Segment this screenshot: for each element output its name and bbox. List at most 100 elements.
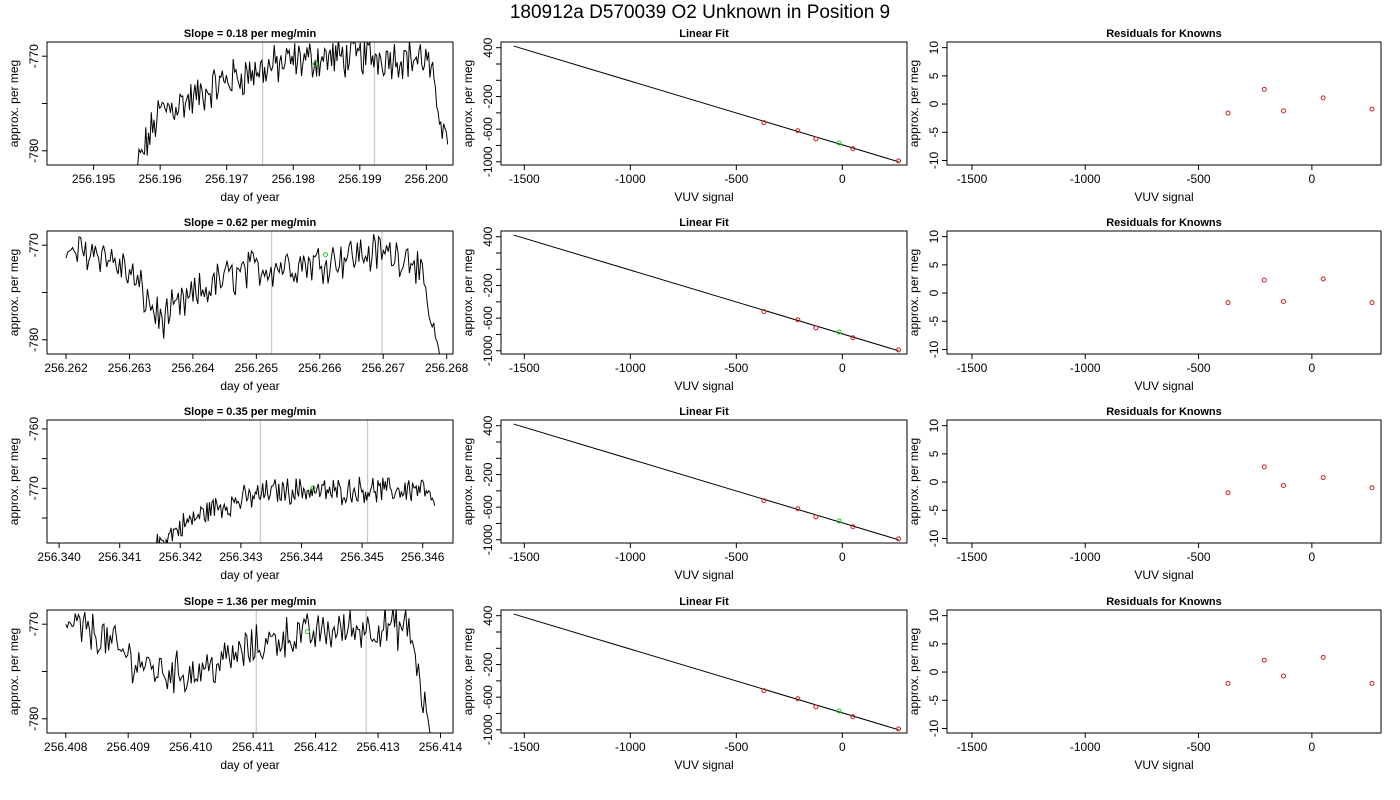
y-tick-label: 5 <box>927 640 941 647</box>
known-point-marker <box>896 726 902 732</box>
chart-title: Linear Fit <box>679 596 729 608</box>
y-tick-label: 10 <box>927 230 941 244</box>
chart-panel-r3-timeseries: Slope = 0.35 per meg/min 256.340 256.341 25… <box>7 406 454 582</box>
x-tick-label: 256.344 <box>280 550 324 564</box>
y-tick-label: 5 <box>927 72 941 79</box>
y-tick-label: -200 <box>481 84 495 108</box>
data-series-line <box>65 233 440 354</box>
y-tick-label: -780 <box>27 706 41 730</box>
x-tick-label: -1000 <box>615 172 646 186</box>
y-tick-label: 0 <box>927 478 941 485</box>
unknown-point-marker <box>836 518 842 524</box>
x-tick-label: 0 <box>1309 740 1316 754</box>
y-axis-label: approx. per meg <box>7 438 21 525</box>
plot-frame <box>946 419 1382 544</box>
x-tick-label: -500 <box>1187 740 1211 754</box>
known-point-marker <box>1261 657 1267 663</box>
plot-area <box>65 610 431 733</box>
plot-frame <box>500 230 908 355</box>
x-tick-label: 256.200 <box>405 172 449 186</box>
plot-frame <box>46 230 454 355</box>
known-point-marker <box>850 714 856 720</box>
plot-area <box>156 476 436 543</box>
y-tick-label: -10 <box>927 151 941 169</box>
x-tick-label: 256.342 <box>159 550 203 564</box>
known-point-marker <box>1320 475 1326 481</box>
known-point-marker <box>1320 654 1326 660</box>
plot-frame <box>500 41 908 166</box>
chart-title: Residuals for Knowns <box>1106 217 1222 229</box>
y-tick-label: -200 <box>481 462 495 486</box>
y-tick-label: 10 <box>927 609 941 623</box>
known-point-marker <box>850 335 856 341</box>
unknown-point-marker <box>312 61 318 67</box>
unknown-point-marker <box>310 485 316 491</box>
data-series-line <box>65 610 431 733</box>
known-point-marker <box>1281 108 1287 114</box>
known-point-marker <box>1369 300 1375 306</box>
x-tick-label: 256.267 <box>362 361 406 375</box>
known-point-marker <box>761 309 767 315</box>
unknown-point-marker <box>836 329 842 335</box>
fit-line <box>513 613 899 731</box>
x-tick-label: 256.414 <box>419 740 463 754</box>
data-series-line <box>135 42 449 165</box>
y-axis-label: approx. per meg <box>461 60 475 147</box>
x-tick-label: 256.409 <box>107 740 151 754</box>
x-tick-label: -1500 <box>957 361 988 375</box>
x-tick-label: 256.197 <box>205 172 249 186</box>
plot-area <box>1225 276 1375 306</box>
chart-panel-r4-timeseries: Slope = 1.36 per meg/min 256.408 256.409 25… <box>7 596 463 772</box>
x-tick-label: -500 <box>724 172 748 186</box>
fit-line <box>513 234 899 352</box>
x-tick-label: -1000 <box>615 740 646 754</box>
x-tick-label: 256.410 <box>169 740 213 754</box>
x-tick-label: -1500 <box>509 361 540 375</box>
y-tick-label: 400 <box>481 415 495 435</box>
y-tick-label: -10 <box>927 340 941 358</box>
chart-title: Linear Fit <box>679 217 729 229</box>
y-axis-label: approx. per meg <box>461 249 475 336</box>
y-tick-label: -1000 <box>481 524 495 555</box>
chart-title: Linear Fit <box>679 406 729 418</box>
known-point-marker <box>1281 299 1287 305</box>
x-tick-label: 256.195 <box>72 172 116 186</box>
known-point-marker <box>761 498 767 504</box>
x-tick-label: -1500 <box>509 550 540 564</box>
x-axis-label: day of year <box>220 379 279 393</box>
x-tick-label: 256.411 <box>232 740 275 754</box>
y-tick-label: -770 <box>27 44 41 68</box>
plot-frame <box>946 230 1382 355</box>
y-tick-label: 400 <box>481 37 495 57</box>
y-tick-label: -5 <box>927 695 941 706</box>
x-tick-label: 256.262 <box>44 361 88 375</box>
y-tick-label: -600 <box>481 306 495 330</box>
x-tick-label: -500 <box>724 550 748 564</box>
known-point-marker <box>1261 86 1267 92</box>
y-tick-label: 10 <box>927 419 941 433</box>
chart-title: Slope = 1.36 per meg/min <box>184 596 317 608</box>
chart-panel-r2-residuals: Residuals for Knowns -1500 -1000 -500 0 -10 -5… <box>907 217 1382 393</box>
plot-area <box>513 45 902 164</box>
x-tick-label: 256.408 <box>44 740 88 754</box>
known-point-marker <box>1225 110 1231 116</box>
fit-line <box>513 45 899 163</box>
y-tick-label: 0 <box>927 289 941 296</box>
y-axis-label: approx. per meg <box>7 249 21 336</box>
plot-area <box>1225 86 1375 116</box>
x-axis-label: VUV signal <box>1134 379 1193 393</box>
y-tick-label: 0 <box>927 100 941 107</box>
chart-panel-r2-linearfit: Linear Fit -1500 -1000 -500 0 -1000 -600 -200 40… <box>461 217 908 393</box>
chart-title: Residuals for Knowns <box>1106 28 1222 40</box>
y-tick-label: -1000 <box>481 146 495 177</box>
y-tick-label: -600 <box>481 117 495 141</box>
y-axis-label: approx. per meg <box>7 60 21 147</box>
y-tick-label: -10 <box>927 719 941 737</box>
chart-title: Slope = 0.35 per meg/min <box>184 406 317 418</box>
x-tick-label: -500 <box>724 361 748 375</box>
y-tick-label: -10 <box>927 529 941 547</box>
y-axis-label: approx. per meg <box>7 628 21 715</box>
y-tick-label: -780 <box>27 138 41 162</box>
chart-title: Slope = 0.62 per meg/min <box>184 217 317 229</box>
